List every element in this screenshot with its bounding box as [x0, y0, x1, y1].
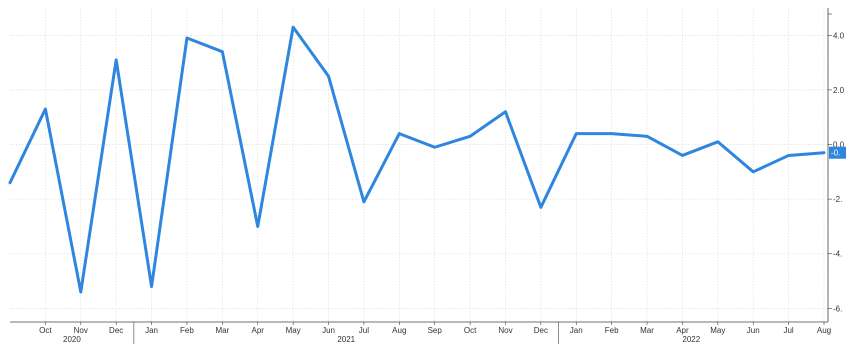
x-tick-label: Mar — [640, 326, 654, 335]
x-tick-label: Jun — [322, 326, 335, 335]
year-label: 2022 — [682, 335, 700, 344]
x-tick-label: Dec — [534, 326, 548, 335]
axes — [10, 8, 829, 323]
x-tick-label: Jan — [570, 326, 583, 335]
grid — [10, 8, 828, 322]
x-tick-label: Jul — [783, 326, 793, 335]
y-tick-label: -4. — [833, 250, 842, 259]
y-axis-ticks: 4.0 2.0 0.0 -2. -4. -6. — [828, 13, 845, 313]
series — [8, 25, 826, 294]
x-tick-label: Feb — [180, 326, 194, 335]
x-tick-label: May — [286, 326, 301, 335]
series-line — [8, 25, 826, 294]
last-value-badge: -0. — [829, 146, 846, 159]
last-value-label: -0. — [831, 149, 840, 158]
x-tick-label: Nov — [74, 326, 88, 335]
y-tick-label: 4.0 — [833, 31, 845, 40]
x-tick-label: Apr — [252, 326, 265, 335]
x-tick-label: Feb — [605, 326, 619, 335]
x-tick-label: Dec — [109, 326, 123, 335]
x-tick-label: Mar — [215, 326, 229, 335]
x-tick-label: Aug — [817, 326, 831, 335]
x-tick-label: Oct — [39, 326, 52, 335]
x-tick-label: Jul — [359, 326, 369, 335]
y-tick-label: -2. — [833, 195, 842, 204]
x-tick-label: Oct — [464, 326, 477, 335]
x-tick-label: Jun — [747, 326, 760, 335]
y-tick-label: 2.0 — [833, 86, 845, 95]
y-tick-label: 0.0 — [833, 141, 845, 150]
x-tick-label: Nov — [498, 326, 512, 335]
x-tick-label: May — [710, 326, 725, 335]
x-tick-label: Sep — [428, 326, 443, 335]
x-axis-ticks: Oct Nov Dec Jan Feb Mar Apr May Jun Jul Aug Sep Oct N… — [39, 322, 831, 344]
x-tick-label: Aug — [392, 326, 406, 335]
y-tick-label: -6. — [833, 304, 842, 313]
x-tick-label: Apr — [676, 326, 689, 335]
year-label: 2021 — [337, 335, 355, 344]
year-label: 2020 — [63, 335, 81, 344]
x-tick-label: Jan — [145, 326, 158, 335]
last-value-badge-box — [829, 146, 846, 159]
